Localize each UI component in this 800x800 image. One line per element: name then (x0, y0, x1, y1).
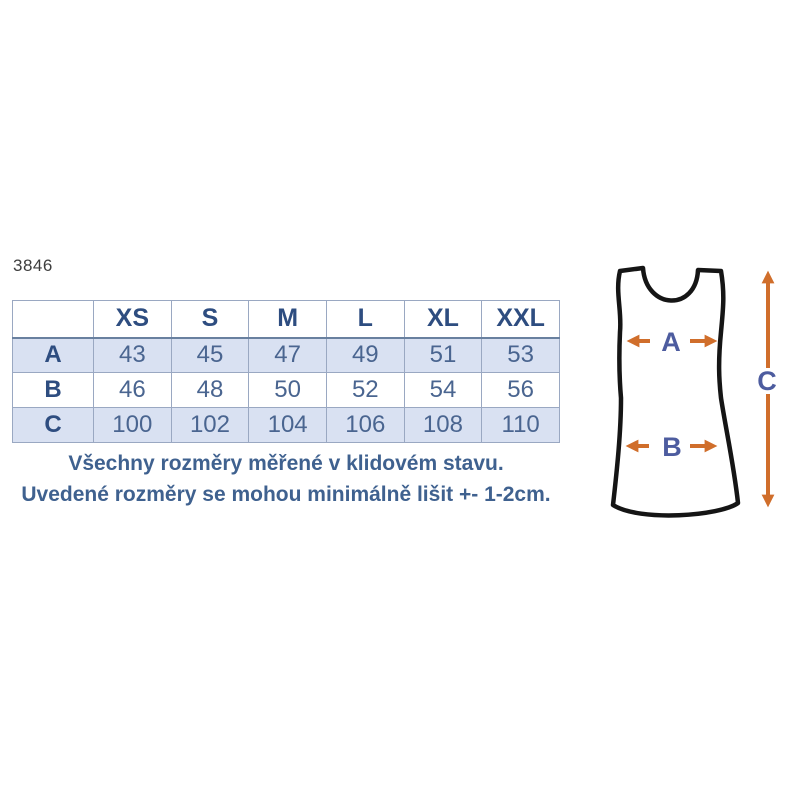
corner-cell (12, 300, 94, 339)
size-table-header-row: XS S M L XL XXL (12, 300, 560, 339)
cell-c-xs: 100 (93, 407, 172, 443)
cell-a-xl: 51 (403, 337, 483, 373)
cell-c-m: 104 (248, 407, 327, 443)
chest-measure-label: A (661, 327, 681, 357)
cell-b-xxl: 56 (481, 372, 560, 408)
cell-c-s: 102 (170, 407, 250, 443)
dress-diagram: A B C (610, 265, 777, 518)
cell-b-m: 50 (248, 372, 327, 408)
col-header-xs: XS (93, 300, 172, 339)
dress-outline (610, 265, 741, 518)
cell-b-l: 52 (325, 372, 405, 408)
row-label-c: C (12, 407, 94, 443)
table-row-a: A 43 45 47 49 51 53 (12, 337, 560, 373)
cell-a-m: 47 (248, 337, 327, 373)
cell-c-xl: 108 (403, 407, 483, 443)
col-header-xxl: XXL (481, 300, 560, 339)
cell-b-xl: 54 (403, 372, 483, 408)
col-header-xl: XL (403, 300, 483, 339)
note-line-2: Uvedené rozměry se mohou minimálně lišit… (21, 483, 551, 506)
table-row-c: C 100 102 104 106 108 110 (12, 407, 560, 443)
length-measure-label: C (757, 366, 777, 396)
hem-measure-label: B (662, 432, 682, 462)
col-header-s: S (170, 300, 250, 339)
cell-a-s: 45 (170, 337, 250, 373)
row-label-b: B (12, 372, 94, 408)
row-label-a: A (12, 337, 94, 373)
cell-c-l: 106 (325, 407, 405, 443)
cell-a-l: 49 (325, 337, 405, 373)
col-header-l: L (325, 300, 405, 339)
product-code: 3846 (13, 256, 53, 275)
table-row-b: B 46 48 50 52 54 56 (12, 372, 560, 408)
cell-b-xs: 46 (93, 372, 172, 408)
measurement-notes: Všechny rozměry měřené v klidovém stavu.… (6, 448, 566, 510)
size-table: XS S M L XL XXL A 43 45 47 49 51 53 B 46… (12, 300, 560, 443)
cell-a-xs: 43 (93, 337, 172, 373)
note-line-1: Všechny rozměry měřené v klidovém stavu. (68, 452, 504, 475)
col-header-m: M (248, 300, 327, 339)
cell-b-s: 48 (170, 372, 250, 408)
cell-c-xxl: 110 (481, 407, 560, 443)
cell-a-xxl: 53 (481, 337, 560, 373)
